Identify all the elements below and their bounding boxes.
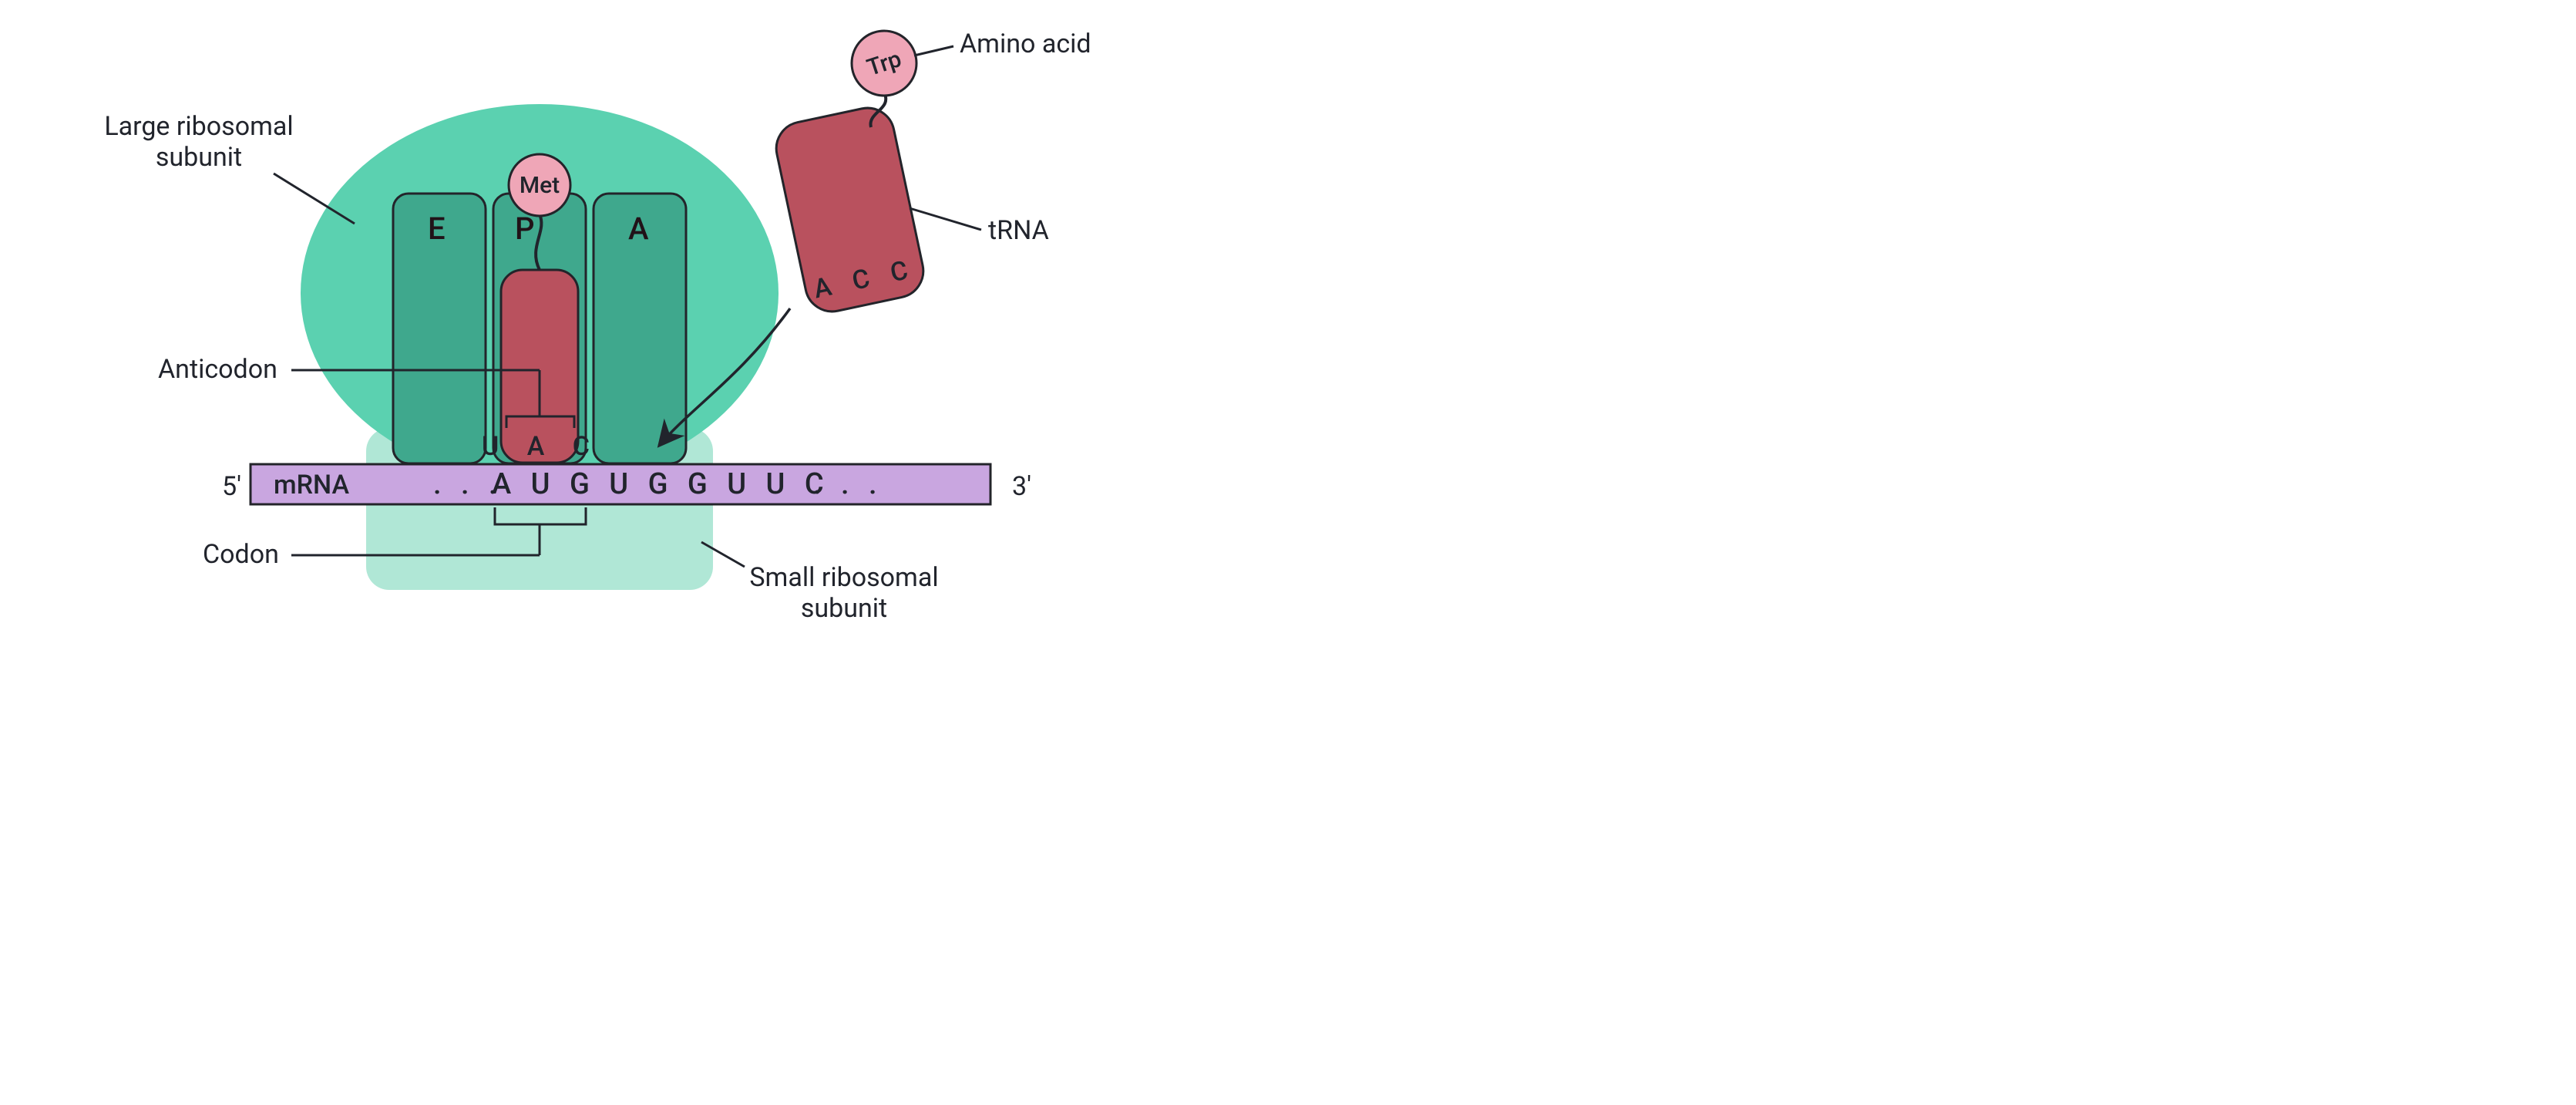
mrna-seq-main: A U G U G G U U C xyxy=(492,467,830,501)
trna-line xyxy=(910,208,981,230)
mrna-seq-right: . . . xyxy=(813,467,883,501)
mrna-label: mRNA xyxy=(274,470,349,500)
site-e-label: E xyxy=(428,211,446,247)
amino-met-label: Met xyxy=(520,172,560,199)
small-subunit-label-2: subunit xyxy=(801,593,887,624)
amino-acid-label: Amino acid xyxy=(960,29,1091,59)
codon-label: Codon xyxy=(203,539,279,570)
site-a-label: A xyxy=(628,211,649,247)
anticodon-p-text: U A C xyxy=(482,431,600,462)
amino-acid-line xyxy=(914,46,953,56)
large-subunit-label-2: subunit xyxy=(156,142,242,173)
trna-label: tRNA xyxy=(988,215,1049,246)
ribosome-diagram: E P A U A C Met mRNA . . . A U G U G G U… xyxy=(0,0,1209,664)
five-prime-label: 5' xyxy=(222,471,241,502)
three-prime-label: 3' xyxy=(1012,471,1031,502)
small-subunit-label-1: Small ribosomal xyxy=(749,562,938,593)
anticodon-label: Anticodon xyxy=(158,354,277,385)
large-subunit-label-1: Large ribosomal xyxy=(104,111,293,142)
incoming-trna-group: A C C xyxy=(772,103,929,317)
